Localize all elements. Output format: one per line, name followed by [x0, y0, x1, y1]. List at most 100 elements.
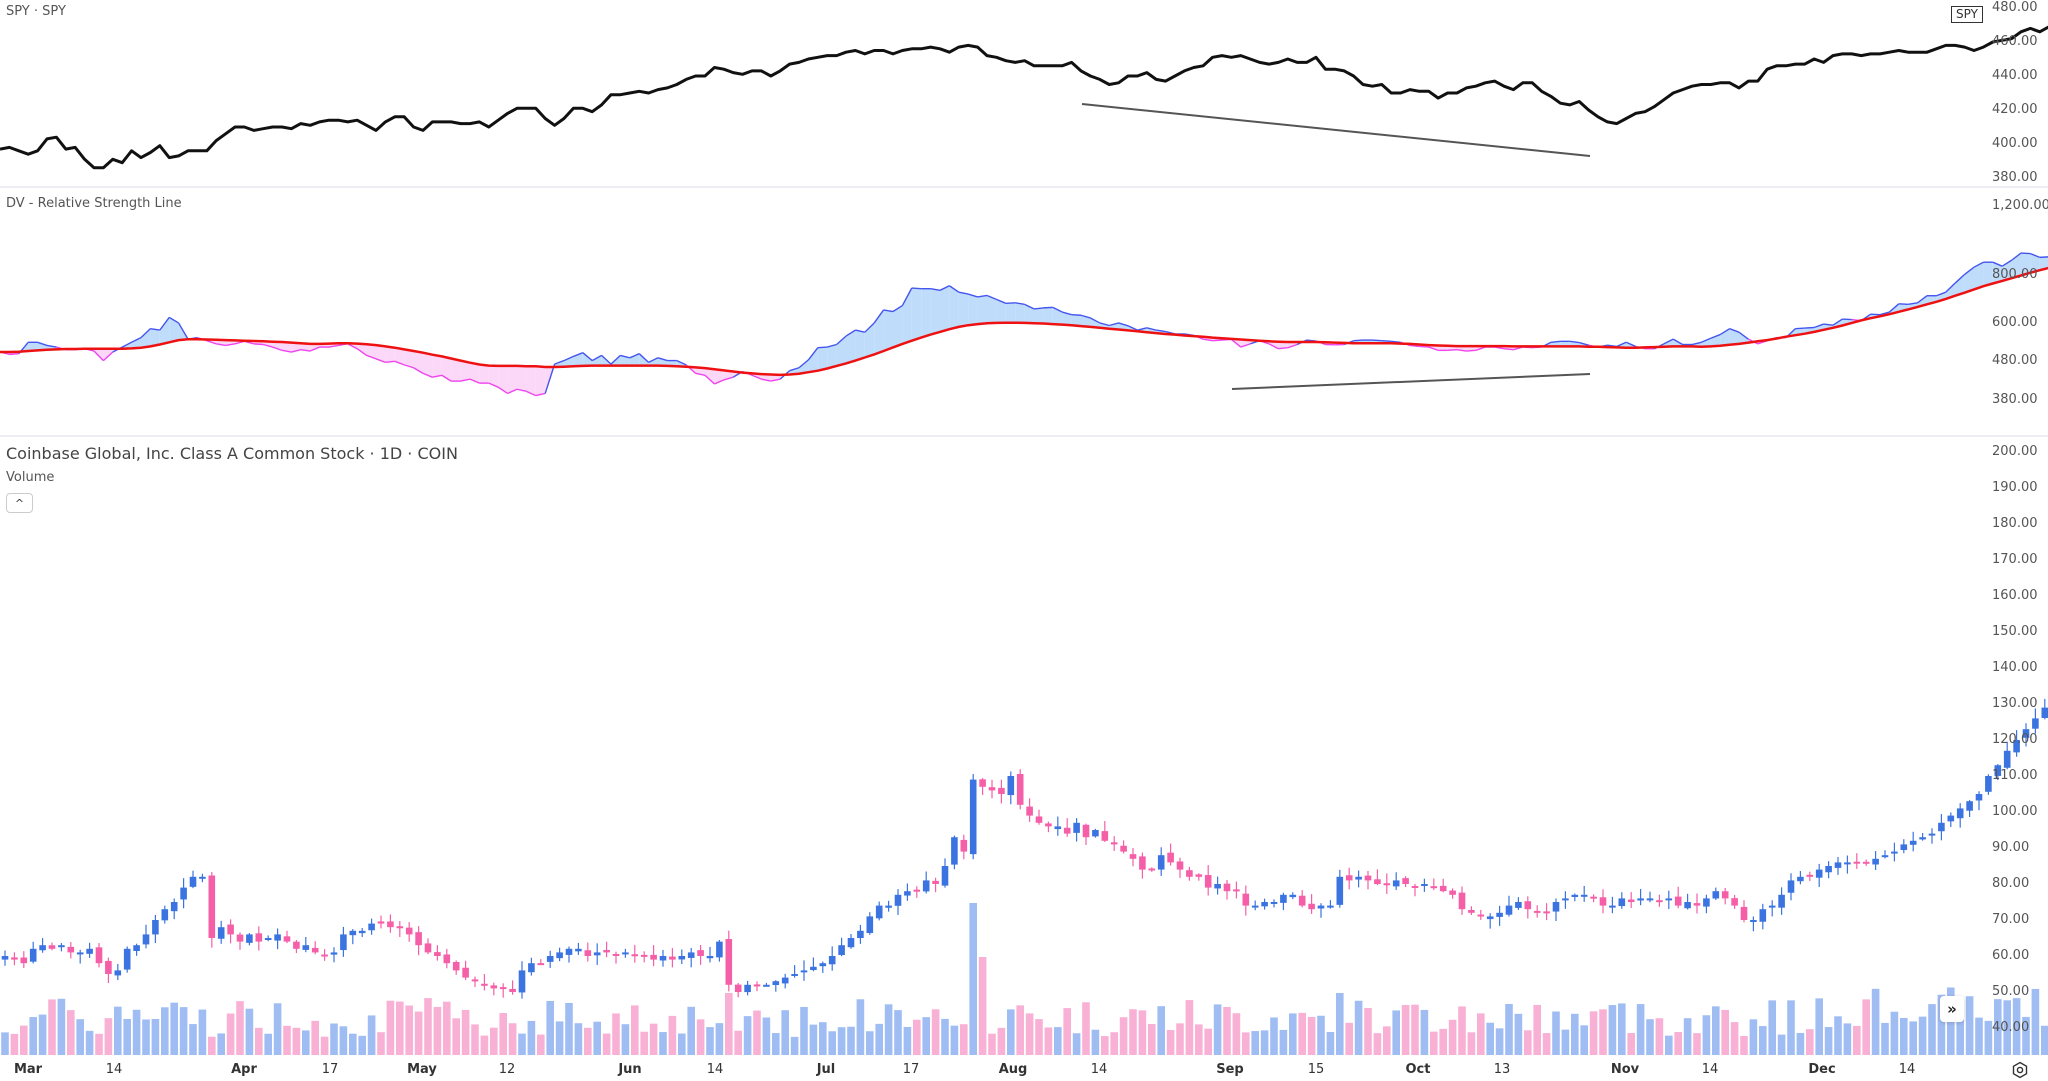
- candle-body: [311, 947, 319, 953]
- coin-axis-label: 100.00: [1992, 804, 2038, 819]
- volume-bar: [1965, 996, 1974, 1055]
- candle-body: [791, 974, 798, 976]
- candle-body: [396, 926, 404, 929]
- candle-body: [142, 934, 150, 945]
- candle-body: [913, 889, 921, 892]
- candle-body: [1411, 885, 1419, 888]
- candle-body: [264, 938, 272, 940]
- candle-body: [1731, 898, 1738, 906]
- collapse-legend-button[interactable]: ^: [6, 493, 33, 513]
- candle-body: [1157, 855, 1165, 870]
- volume-bar: [659, 1032, 667, 1055]
- volume-bar: [1956, 1000, 1964, 1055]
- candle-body: [1543, 911, 1550, 914]
- rs-line-segment: [629, 353, 640, 359]
- rs-line-segment: [432, 374, 442, 378]
- time-axis-label: Jul: [816, 1062, 836, 1077]
- volume-bar: [38, 1014, 47, 1055]
- candle-body: [800, 970, 808, 973]
- volume-bar: [1533, 1004, 1541, 1055]
- candle-body: [922, 880, 930, 892]
- volume-bar: [1345, 1022, 1353, 1055]
- candle-body: [377, 921, 385, 924]
- candle-body: [1092, 830, 1099, 837]
- volume-bar: [1157, 1006, 1165, 1055]
- volume-bar: [95, 1033, 103, 1055]
- rs-line-segment: [704, 374, 715, 385]
- candle-body: [1364, 875, 1372, 881]
- pane-divider[interactable]: [0, 435, 2048, 437]
- volume-bar: [1223, 1006, 1231, 1055]
- volume-bar: [1448, 1019, 1457, 1055]
- spy-axis-label: 480.00: [1992, 0, 2038, 15]
- candle-body: [1985, 776, 1992, 792]
- volume-bar: [1928, 1004, 1936, 1055]
- candle-body: [246, 934, 253, 943]
- candle-body: [293, 941, 300, 949]
- coin-axis-label: 40.00: [1992, 1020, 2030, 1035]
- volume-bar: [828, 1031, 836, 1055]
- candle-body: [725, 939, 733, 985]
- candle-body: [810, 966, 817, 971]
- time-axis-label: 14: [1090, 1062, 1108, 1077]
- volume-bar: [875, 1023, 883, 1055]
- candle-body: [1768, 905, 1776, 908]
- volume-bar: [443, 1001, 451, 1055]
- volume-bar: [593, 1021, 601, 1055]
- rs-fill: [150, 328, 160, 347]
- rs-line-segment: [901, 287, 913, 306]
- volume-bar: [1007, 1009, 1015, 1055]
- rs-line-segment: [2001, 259, 2012, 267]
- rs-line-segment: [1071, 314, 1082, 316]
- volume-bar: [1881, 1022, 1889, 1055]
- volume-bar: [1674, 1032, 1682, 1055]
- volume-bar: [1843, 1023, 1852, 1055]
- volume-bar: [1918, 1016, 1927, 1055]
- candle-body: [659, 956, 667, 961]
- volume-bar: [1025, 1013, 1034, 1055]
- volume-bar: [1824, 1027, 1833, 1055]
- volume-bar: [772, 1033, 780, 1055]
- rs-line-segment: [394, 360, 405, 366]
- chevron-up-icon: ^: [14, 496, 25, 510]
- rs-line-segment: [845, 329, 856, 337]
- volume-bar: [950, 1025, 959, 1055]
- scroll-to-realtime-button[interactable]: »: [1940, 996, 1964, 1022]
- candle-body: [716, 941, 723, 958]
- rs-fill: [808, 347, 818, 373]
- volume-bar: [1514, 1013, 1523, 1055]
- candle-body: [170, 902, 178, 912]
- volume-bar: [621, 1024, 630, 1055]
- candle-body: [133, 945, 140, 952]
- rs-fill: [817, 347, 828, 371]
- rs-line-segment: [168, 316, 179, 324]
- volume-bar: [1815, 998, 1823, 1055]
- pane-divider[interactable]: [0, 186, 2048, 188]
- volume-bar: [1138, 1010, 1147, 1055]
- spy-axis-label: 400.00: [1992, 136, 2038, 151]
- coin-axis-label: 200.00: [1992, 444, 2038, 459]
- rs-fill: [404, 349, 414, 368]
- volume-bar: [913, 1019, 921, 1055]
- rs-line-segment: [1372, 339, 1382, 342]
- volume-bar: [76, 1019, 84, 1055]
- candle-body: [1656, 900, 1663, 903]
- candle-body: [1872, 858, 1879, 865]
- volume-bar: [396, 1001, 404, 1055]
- volume-bar: [866, 1031, 874, 1055]
- candle-body: [875, 905, 883, 919]
- candle-body: [405, 927, 413, 935]
- rs-line-segment: [1945, 282, 1956, 293]
- rs-line-segment: [1964, 266, 1975, 275]
- volume-bar: [555, 1021, 564, 1055]
- candle-body: [1900, 844, 1908, 851]
- candle-body: [1815, 869, 1823, 878]
- volume-bar: [894, 1010, 902, 1055]
- rs-line-segment: [225, 343, 236, 347]
- candle-body: [1280, 894, 1287, 903]
- rs-line-segment: [385, 360, 395, 364]
- volume-bar: [1984, 1020, 1993, 1055]
- chart-settings-button[interactable]: [2010, 1060, 2030, 1080]
- volume-bar: [546, 1000, 554, 1055]
